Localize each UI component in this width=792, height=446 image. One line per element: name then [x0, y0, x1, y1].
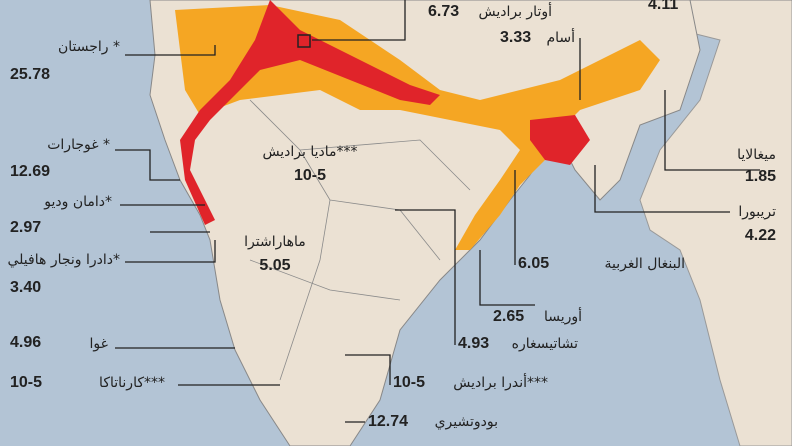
region-name: ماهاراشترا — [244, 234, 306, 250]
value: 5.05 — [259, 257, 290, 274]
value: 6.05 — [518, 255, 549, 272]
region-name: أوتار براديش — [478, 2, 552, 20]
value: 3.40 — [10, 279, 41, 296]
value: 1.85 — [745, 168, 776, 185]
region-name: غوجارات * — [47, 137, 110, 153]
leader — [479, 250, 535, 306]
leader — [345, 354, 391, 385]
region-name: أوريسا — [544, 307, 582, 325]
red-zone-east — [530, 115, 590, 165]
region-name: أسام — [546, 28, 575, 46]
value: 4.96 — [10, 334, 41, 351]
value: 6.73 — [428, 3, 459, 20]
value: 12.69 — [10, 163, 50, 180]
region-name: ميغالايا — [737, 147, 776, 163]
value: 12.74 — [368, 413, 408, 430]
region-name: تشاتيسغاره — [512, 336, 578, 352]
leader — [125, 45, 216, 56]
region-name: تريبورا — [738, 204, 776, 220]
red-zone — [180, 0, 440, 225]
leader — [115, 149, 180, 181]
leader — [594, 165, 730, 213]
region-name: البنغال الغربية — [604, 256, 685, 272]
leader — [125, 240, 216, 263]
region-name: كارناتاكا*** — [99, 375, 165, 391]
value: 10-5 — [10, 374, 42, 391]
value: 25.78 — [10, 66, 50, 83]
value: 10-5 — [393, 374, 425, 391]
value: 3.33 — [500, 29, 531, 46]
region-name: دامان وديو* — [43, 194, 112, 210]
orange-zone — [175, 5, 660, 250]
region-name: راجستان * — [58, 39, 120, 55]
value: 2.65 — [493, 308, 524, 325]
value: 4.11 — [648, 0, 678, 13]
region-name: دادرا ونجار هافيلي* — [8, 252, 121, 268]
value: 4.22 — [745, 227, 776, 244]
neighbor-land — [559, 0, 792, 446]
region-name: بودوتشيري — [435, 414, 498, 430]
leader — [312, 0, 406, 41]
delhi-marker — [297, 34, 311, 48]
leader — [664, 90, 760, 171]
leader — [395, 209, 456, 345]
region-name: ماديا براديش*** — [262, 144, 357, 160]
region-name: أندرا براديش*** — [453, 373, 548, 391]
region-name: غوا — [90, 336, 108, 352]
value: 10-5 — [294, 167, 326, 184]
value: 4.93 — [458, 335, 489, 352]
value: 2.97 — [10, 219, 41, 236]
